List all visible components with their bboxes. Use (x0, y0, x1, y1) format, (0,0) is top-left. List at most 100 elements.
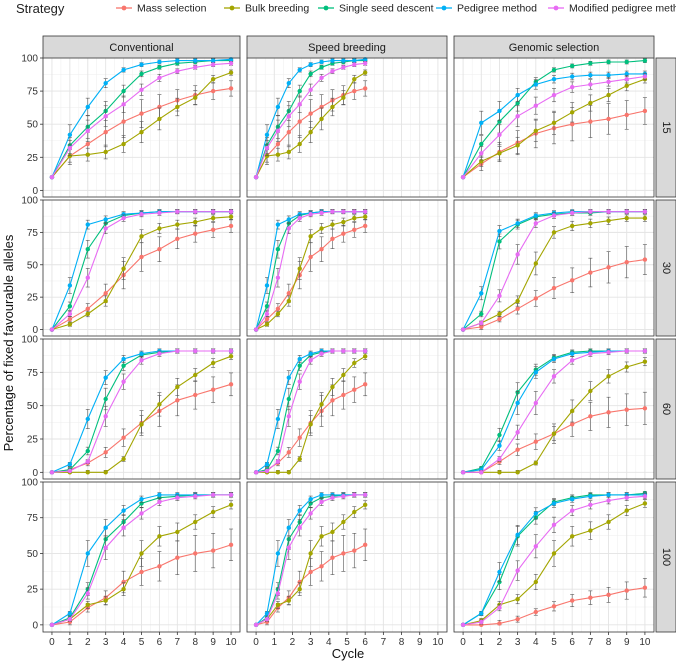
data-point (515, 92, 520, 98)
data-point (193, 219, 198, 225)
data-point (606, 59, 611, 65)
data-point (297, 586, 302, 592)
data-point (275, 222, 281, 227)
data-point (319, 116, 324, 122)
data-point (497, 470, 502, 475)
data-point (275, 306, 281, 311)
data-point (308, 111, 313, 116)
y-tick-label: 50 (27, 549, 39, 560)
panel-conventional-60: 0 25 50 75 100 (21, 335, 241, 480)
data-point (606, 209, 611, 214)
data-point (606, 374, 611, 379)
data-point (569, 598, 575, 603)
data-point (286, 298, 292, 304)
data-point (275, 275, 281, 280)
data-point (103, 396, 108, 402)
x-tick-label: 6 (157, 637, 163, 648)
data-point (193, 58, 198, 63)
data-point (515, 596, 520, 602)
series-modified-pedigree-method (49, 61, 234, 180)
data-point (330, 529, 335, 535)
data-point (121, 379, 126, 384)
data-point (515, 306, 520, 311)
data-point (479, 619, 484, 625)
data-point (569, 278, 575, 283)
data-point (330, 209, 335, 214)
data-point (533, 400, 539, 406)
data-point (352, 227, 357, 232)
data-point (515, 430, 520, 435)
data-point (319, 210, 324, 216)
data-point (253, 174, 259, 180)
data-point (606, 498, 611, 503)
data-point (588, 100, 593, 106)
data-point (588, 82, 593, 87)
data-point (551, 522, 557, 528)
panel-conventional-100: 0 25 50 75 100 0 1 2 3 4 5 6 7 8 9 10 (21, 478, 241, 648)
data-point (157, 534, 162, 539)
data-point (606, 79, 611, 85)
data-point (642, 257, 648, 262)
data-point (175, 209, 180, 214)
y-tick-label: 75 (27, 368, 39, 379)
data-point (121, 215, 126, 221)
data-point (85, 275, 90, 280)
data-point (362, 354, 368, 359)
data-point (362, 86, 368, 91)
series-modified-pedigree-method (253, 492, 368, 628)
panel-speed-breeding-100: 0 1 2 3 4 5 6 7 8 9 10 (246, 481, 448, 648)
data-point (569, 223, 575, 229)
data-point (157, 65, 162, 70)
data-point (67, 304, 73, 309)
data-point (515, 221, 520, 226)
data-point (275, 311, 281, 317)
data-point (67, 153, 73, 159)
data-point (330, 236, 335, 242)
series-modified-pedigree-method (460, 209, 648, 332)
x-tick-label: 0 (49, 637, 55, 648)
data-point (330, 222, 335, 227)
data-point (497, 579, 502, 585)
data-point (175, 529, 180, 535)
data-point (479, 611, 484, 616)
data-point (308, 569, 313, 575)
series-modified-pedigree-method (253, 61, 368, 180)
data-point (103, 414, 108, 419)
column-strip-label: Speed breeding (308, 42, 386, 54)
data-point (210, 76, 216, 82)
legend-point-modified-pedigree-method (553, 5, 559, 11)
legend-title: Strategy (16, 1, 65, 16)
row-strip-label: 15 (660, 121, 672, 133)
data-point (121, 102, 126, 107)
data-point (210, 58, 216, 63)
data-point (67, 468, 73, 474)
data-point (341, 551, 346, 556)
legend-point-bulk-breeding (229, 5, 235, 11)
data-point (85, 247, 90, 252)
data-point (569, 74, 575, 79)
data-point (341, 219, 346, 225)
data-point (85, 448, 90, 454)
series-modified-pedigree-method (49, 348, 234, 475)
data-point (624, 588, 629, 593)
data-point (588, 119, 593, 124)
data-point (533, 103, 539, 108)
data-point (624, 364, 629, 370)
data-point (308, 234, 313, 239)
data-point (551, 551, 557, 556)
legend-label-mass-selection: Mass selection (137, 3, 207, 15)
data-point (624, 76, 629, 82)
data-point (103, 80, 108, 86)
x-tick-label: 7 (381, 637, 387, 648)
data-point (352, 548, 357, 553)
data-point (352, 88, 357, 94)
series-bulk-breeding (49, 352, 234, 475)
data-point (286, 291, 292, 296)
data-point (193, 494, 198, 499)
data-point (253, 622, 259, 628)
data-point (497, 569, 502, 575)
data-point (67, 611, 73, 616)
data-point (85, 602, 90, 608)
data-point (121, 141, 126, 147)
data-point (297, 215, 302, 221)
